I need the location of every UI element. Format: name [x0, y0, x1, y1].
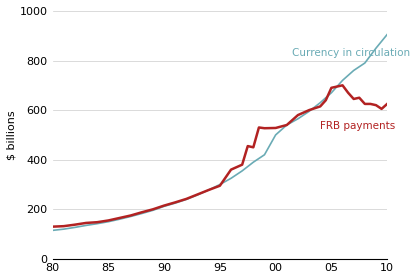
Text: Currency in circulation: Currency in circulation — [292, 48, 410, 58]
Text: FRB payments: FRB payments — [320, 121, 396, 131]
Y-axis label: $ billions: $ billions — [7, 110, 17, 160]
